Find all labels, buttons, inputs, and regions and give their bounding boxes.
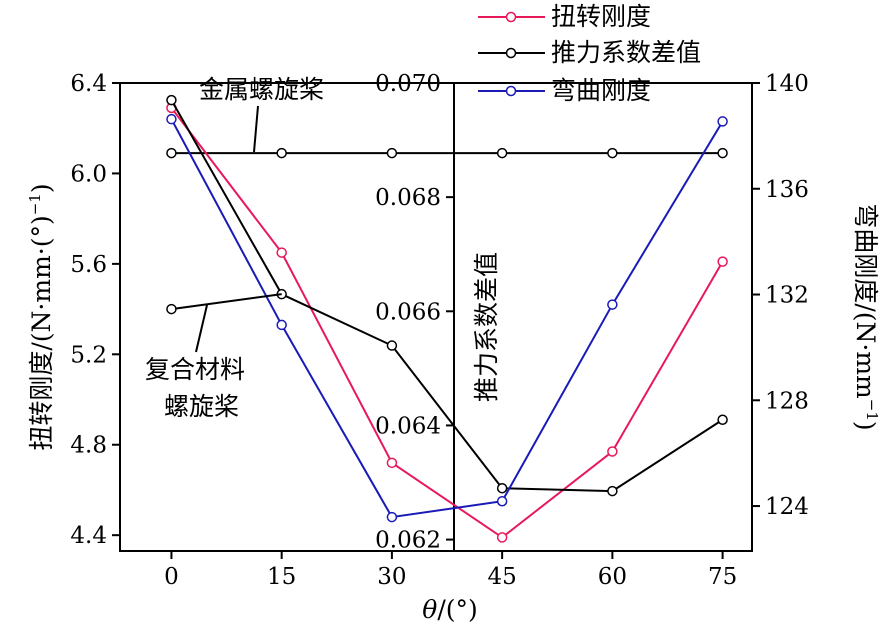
x-tick-label: 75 (708, 564, 737, 590)
x-tick-label: 0 (164, 564, 179, 590)
right-y-tick-label: 136 (765, 177, 809, 203)
legend-item-bending: 弯曲刚度 (478, 76, 651, 105)
middle-y-tick-label: 0.070 (375, 71, 441, 97)
left-axis-title: 扭转刚度/(N·mm·(°)−1) (26, 183, 56, 450)
metal-reference-point (717, 147, 728, 159)
metal-reference-point (276, 147, 287, 159)
plot-area-frame (119, 82, 753, 552)
right-axis-title: 弯曲刚度/(N·mm−1) (851, 203, 881, 430)
data-point-thrust-coefficient-difference (496, 482, 508, 494)
data-point-bending-stiffness (717, 116, 728, 127)
annotation-leader-metal (253, 105, 259, 153)
annotation-metal-propeller: 金属螺旋桨 (199, 75, 324, 104)
left-y-tick-label: 5.6 (70, 252, 107, 278)
composite-reference-point (166, 303, 177, 315)
right-y-tick-label: 124 (765, 494, 809, 520)
data-point-bending-stiffness (386, 511, 398, 523)
composite-connector-line (171, 293, 282, 311)
legend-label-thrust: 推力系数差值 (551, 38, 701, 67)
middle-y-tick-label: 0.064 (375, 413, 441, 439)
x-tick-label: 45 (487, 564, 516, 590)
x-tick-label: 60 (598, 564, 627, 590)
x-tick-label: 15 (267, 564, 296, 590)
data-point-bending-stiffness (496, 496, 508, 507)
data-point-thrust-coefficient-difference (166, 94, 177, 106)
data-point-bending-stiffness (166, 113, 177, 125)
left-y-tick-label: 6.4 (70, 71, 107, 97)
legend: 扭转刚度 推力系数差值 弯曲刚度 (478, 2, 701, 105)
right-y-tick-label: 132 (765, 283, 809, 309)
data-point-torsion-stiffness (717, 256, 728, 267)
series-line-thrust-coefficient-difference (170, 99, 724, 493)
left-y-tick-label: 4.4 (70, 523, 107, 549)
annotation-layer (195, 105, 259, 353)
middle-y-tick-label: 0.068 (375, 185, 441, 211)
annotation-leader-composite (195, 304, 208, 353)
left-y-tick-label: 4.8 (70, 433, 107, 459)
metal-reference-point (496, 147, 508, 159)
legend-item-thrust: 推力系数差值 (478, 38, 701, 67)
data-point-torsion-stiffness (276, 247, 287, 258)
middle-y-tick-label: 0.062 (375, 528, 441, 554)
annotation-composite-line2: 螺旋桨 (164, 392, 239, 421)
right-y-tick-label: 140 (765, 71, 809, 97)
data-point-torsion-stiffness (386, 457, 398, 469)
metal-reference-point (607, 147, 618, 159)
x-axis-title: θ/(°) (422, 595, 478, 624)
x-tick-label: 30 (377, 564, 406, 590)
data-point-bending-stiffness (607, 299, 618, 310)
data-point-torsion-stiffness (607, 446, 618, 457)
series-layer (166, 94, 728, 543)
left-y-tick-label: 6.0 (70, 161, 107, 187)
legend-item-torsion: 扭转刚度 (478, 2, 651, 31)
legend-label-bending: 弯曲刚度 (551, 76, 651, 105)
series-line-torsion-stiffness (170, 107, 724, 539)
data-point-thrust-coefficient-difference (607, 485, 618, 497)
axis-ticks (112, 82, 760, 559)
data-point-thrust-coefficient-difference (717, 414, 728, 425)
legend-label-torsion: 扭转刚度 (551, 2, 651, 31)
left-y-tick-label: 5.2 (70, 342, 107, 368)
series-line-bending-stiffness (170, 118, 724, 519)
annotation-composite-line1: 复合材料 (145, 355, 245, 384)
middle-axis-title: 推力系数差值 (472, 252, 501, 402)
data-point-thrust-coefficient-difference (386, 340, 398, 351)
middle-y-tick-label: 0.066 (375, 299, 441, 325)
data-point-torsion-stiffness (496, 532, 508, 543)
data-point-bending-stiffness (276, 319, 287, 331)
tick-labels: 0 15 30 45 60 75 4.4 4.8 5.2 5.6 6.0 6.4 124 128 132 13… (70, 71, 808, 590)
metal-reference-point (386, 147, 398, 159)
metal-reference-point (166, 147, 177, 159)
right-y-tick-label: 128 (765, 388, 809, 414)
